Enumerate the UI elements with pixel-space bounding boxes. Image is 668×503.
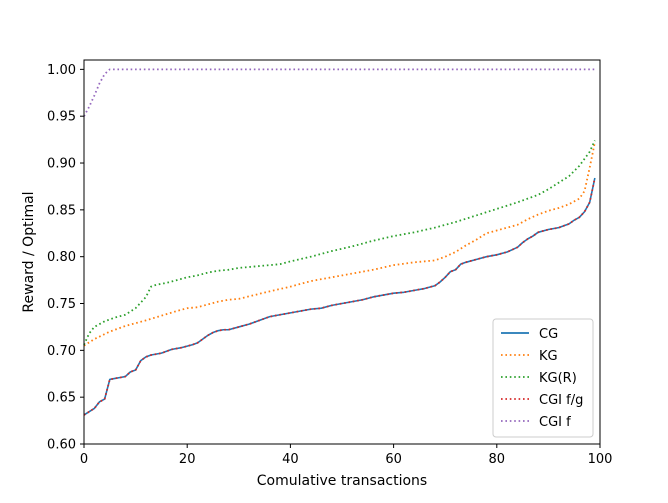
y-tick-label: 0.70 <box>47 344 76 359</box>
x-tick-label: 20 <box>179 452 196 467</box>
legend-label: CGI f/g <box>539 393 583 408</box>
series-layer <box>83 68 596 416</box>
y-tick-label: 0.95 <box>47 110 76 125</box>
x-axis-label: Comulative transactions <box>257 473 427 489</box>
legend-box <box>492 318 594 438</box>
legend-label: CGI f <box>539 415 571 430</box>
x-tick-label: 0 <box>80 452 88 467</box>
x-tick-label: 60 <box>385 452 402 467</box>
y-tick-label: 0.60 <box>47 438 76 453</box>
legend-label: KG <box>539 349 558 364</box>
series-line-kg <box>83 142 596 347</box>
series-line-cgi-f <box>83 68 595 117</box>
x-tick-label: 100 <box>588 452 613 467</box>
x-tick-label: 80 <box>489 452 506 467</box>
legend: CG KG KG(R) CGI f/g CGI f <box>492 318 594 438</box>
y-tick-label: 0.80 <box>47 250 76 265</box>
axes-frame <box>83 59 601 445</box>
x-tick-label: 40 <box>282 452 299 467</box>
y-axis-label: Reward / Optimal <box>21 191 37 312</box>
y-tick-label: 0.65 <box>47 391 76 406</box>
y-tick-label: 0.85 <box>47 203 76 218</box>
y-tick-label: 0.90 <box>47 157 76 172</box>
series-line-cgi-f-g <box>83 177 596 416</box>
legend-label: CG <box>539 327 558 342</box>
y-tick-label: 0.75 <box>47 297 76 312</box>
y-axis-ticks: 0.60 0.65 0.70 0.75 0.80 0.85 0.90 0.95 1.00 <box>47 63 84 453</box>
legend-label: KG(R) <box>539 371 577 386</box>
y-tick-label: 1.00 <box>47 63 76 78</box>
x-axis-ticks: 0 20 40 60 80 100 <box>80 444 613 467</box>
